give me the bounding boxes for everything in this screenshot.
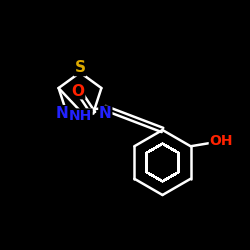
Text: OH: OH	[210, 134, 233, 148]
Text: N: N	[99, 106, 112, 121]
Text: NH: NH	[69, 109, 92, 123]
Text: N: N	[56, 106, 69, 121]
Text: S: S	[74, 60, 86, 76]
Text: O: O	[72, 84, 85, 99]
